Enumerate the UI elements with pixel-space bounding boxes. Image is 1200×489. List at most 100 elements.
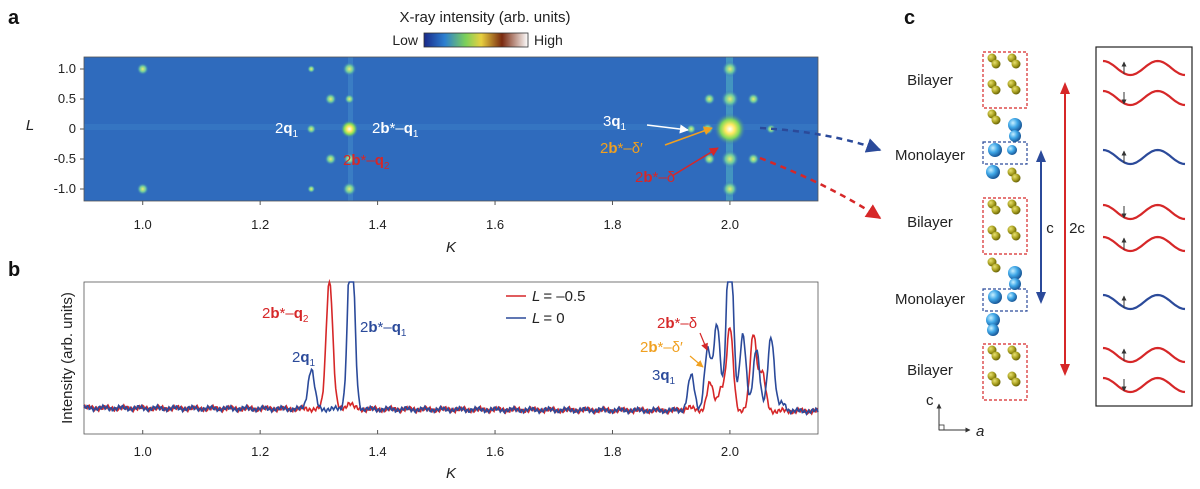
x-tick-label: 1.6 — [486, 444, 504, 459]
diffraction-spot — [343, 153, 356, 165]
atom-yellow — [1011, 59, 1021, 69]
modulation-wave — [1102, 89, 1186, 107]
colorbar — [423, 32, 529, 48]
y-tick-label: -1.0 — [54, 181, 76, 196]
annotation-2b-delta: 2b*–δ — [635, 169, 675, 186]
panel-b-x-ticks: 1.0 1.2 1.4 1.6 1.8 2.0 — [134, 430, 739, 459]
modulation-box — [1095, 46, 1193, 407]
annotation-2b-delta-prime: 2b*–δ′ — [600, 140, 643, 157]
x-tick-label: 1.6 — [486, 217, 504, 232]
panel-a-x-ticks: 1.0 1.2 1.4 1.6 1.8 2.0 — [134, 201, 739, 232]
diffraction-spot — [340, 120, 359, 138]
layer-label-bilayer-3: Bilayer — [907, 362, 953, 379]
x-tick-label: 1.0 — [134, 444, 152, 459]
annotation-2b-q2: 2b*–q2 — [343, 152, 390, 172]
panel-a-y-ticks: 1.0 0.5 0 -0.5 -1.0 — [54, 61, 84, 196]
atom-yellow — [991, 85, 1001, 95]
diffraction-spot — [703, 153, 716, 165]
diffraction-spot — [324, 93, 337, 105]
heatmap-streak — [84, 124, 818, 130]
atom-blue — [1007, 292, 1017, 302]
diffraction-spot — [307, 185, 316, 193]
x-tick-label: 2.0 — [721, 444, 739, 459]
y-tick-label: 0 — [69, 121, 76, 136]
panel-b-x-label: K — [446, 465, 457, 482]
panel-label-c: c — [904, 7, 915, 29]
x-tick-label: 1.8 — [603, 444, 621, 459]
diffraction-spot — [713, 113, 746, 145]
c-arrow-head-top — [1036, 150, 1046, 162]
atom-yellow — [1011, 85, 1021, 95]
c-arrow-head-bottom — [1036, 292, 1046, 304]
diffraction-spot — [342, 182, 357, 196]
x-tick-label: 1.0 — [134, 217, 152, 232]
colorbar-high: High — [534, 32, 563, 48]
atom-blue — [986, 165, 1000, 179]
2c-arrow-head-bottom — [1060, 364, 1070, 376]
x-tick-label: 2.0 — [721, 217, 739, 232]
diffraction-spot — [721, 61, 738, 77]
annotation-2b-q1: 2b*–q1 — [372, 120, 419, 140]
atom-blue — [1008, 118, 1022, 132]
legend-entry-red: L = –0.5 — [532, 288, 585, 305]
2c-label: 2c — [1069, 220, 1085, 237]
modulation-waves — [1102, 59, 1186, 394]
colorbar-title: X-ray intensity (arb. units) — [400, 9, 571, 26]
atom-yellow — [991, 231, 1001, 241]
x-tick-label: 1.4 — [369, 444, 387, 459]
diffraction-spot — [307, 65, 316, 73]
panel-a-y-label: L — [26, 117, 34, 134]
modulation-wave — [1102, 203, 1186, 221]
diffraction-spot — [136, 183, 149, 195]
axis-label-c: c — [926, 392, 934, 409]
diffraction-spot — [703, 93, 716, 105]
annotation-b-2b-delta-prime: 2b*–δ′ — [640, 339, 683, 356]
diffraction-spot — [342, 62, 357, 76]
atom-blue — [1009, 278, 1021, 290]
diffraction-spot — [686, 124, 697, 134]
arrow-delta-prime — [664, 126, 713, 146]
arrow-delta — [671, 147, 719, 177]
chart-frame — [83, 281, 819, 435]
diffraction-spot — [324, 153, 337, 165]
annotation-b-2b-q2: 2b*–q2 — [262, 305, 309, 325]
bilayer-box — [982, 343, 1028, 401]
c-label: c — [1046, 220, 1054, 237]
colorbar-low: Low — [392, 32, 419, 48]
diffraction-spot — [747, 153, 760, 165]
atom-yellow — [991, 115, 1001, 125]
2c-arrow-head-top — [1060, 82, 1070, 94]
monolayer-box — [982, 141, 1028, 165]
layer-label-monolayer-2: Monolayer — [895, 291, 965, 308]
y-tick-label: 1.0 — [58, 61, 76, 76]
annotation-2q1: 2q1 — [275, 120, 299, 140]
diffraction-spot — [306, 124, 317, 134]
diffraction-spot — [766, 124, 777, 134]
x-tick-label: 1.4 — [369, 217, 387, 232]
series-line — [83, 281, 819, 417]
panel-a-x-label: K — [446, 239, 457, 256]
diffraction-spot — [720, 150, 739, 168]
atom-yellow — [1011, 377, 1021, 387]
arrow-3q1 — [646, 124, 689, 134]
atom-blue — [986, 313, 1000, 327]
annotation-b-2b-q1: 2b*–q1 — [360, 319, 407, 339]
axis-label-a: a — [976, 423, 984, 440]
arrow-b-delta-prime — [689, 355, 704, 368]
atom-yellow — [991, 205, 1001, 215]
layer-label-bilayer-1: Bilayer — [907, 72, 953, 89]
origin-mark — [938, 424, 945, 431]
arrow-b-delta — [699, 332, 708, 351]
modulation-wave — [1102, 293, 1186, 311]
diffraction-spot — [136, 63, 149, 75]
diffraction-spot — [747, 93, 760, 105]
x-tick-label: 1.8 — [603, 217, 621, 232]
modulation-wave — [1102, 59, 1186, 77]
diffraction-spot — [721, 181, 738, 197]
line-chart-panel-b: 1.0 1.2 1.4 1.6 1.8 2.0 K Intensity (arb. uni… — [59, 278, 819, 482]
modulation-wave — [1102, 235, 1186, 253]
x-tick-label: 1.2 — [251, 217, 269, 232]
diffraction-spot — [720, 90, 739, 108]
connector-monolayer — [759, 126, 882, 153]
